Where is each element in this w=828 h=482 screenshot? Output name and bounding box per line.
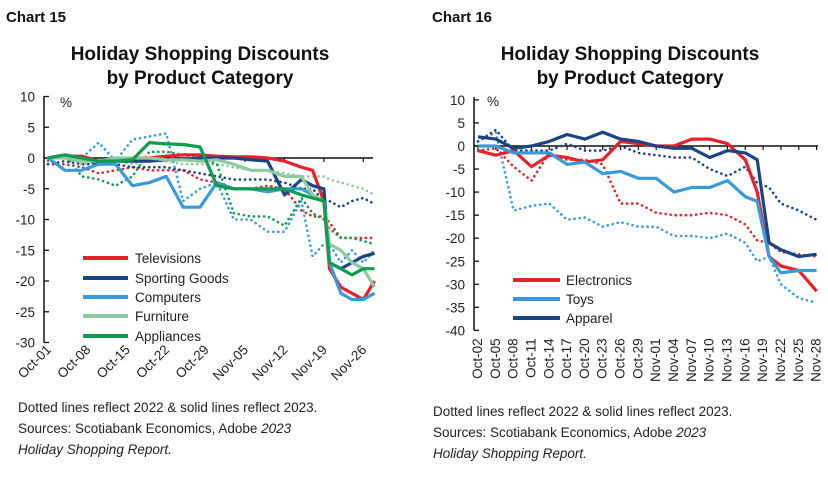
x-tick-label: Oct-15 <box>94 342 133 381</box>
x-tick-label: Oct-08 <box>54 342 93 381</box>
series-2022-electronics <box>476 147 818 258</box>
legend-label: Televisions <box>135 251 201 266</box>
legend-label: Apparel <box>566 311 613 326</box>
y-tick-label: 5 <box>27 120 35 135</box>
chart-title-line2: by Product Category <box>537 68 724 89</box>
series-2023-apparel <box>477 130 817 259</box>
chart-number: Chart 15 <box>6 9 66 26</box>
x-tick-label: Oct-29 <box>173 342 212 381</box>
series-2022-computers <box>46 132 376 264</box>
y-tick-label: -25 <box>15 305 35 320</box>
y-tick-label: -30 <box>445 277 465 292</box>
x-tick-label: Nov-19 <box>755 338 770 382</box>
y-unit-label: % <box>487 94 499 109</box>
x-tick-label: Oct-17 <box>559 338 574 379</box>
x-tick-label: Nov-05 <box>210 342 251 383</box>
x-tick-label: Oct-11 <box>523 338 538 378</box>
footnote-line2: Sources: Scotiabank Economics, Adobe 202… <box>433 425 707 440</box>
y-tick-label: -40 <box>445 323 465 338</box>
y-tick-label: -20 <box>15 274 35 289</box>
chart-16: Chart 16 Holiday Shopping Discounts by P… <box>432 9 824 461</box>
y-tick-label: 10 <box>20 90 35 105</box>
chart-15: Chart 15 Holiday Shopping Discounts by P… <box>6 9 376 457</box>
y-tick-label: -15 <box>15 243 35 258</box>
y-tick-label: 5 <box>457 116 465 131</box>
chart-title-line2: by Product Category <box>107 68 294 89</box>
x-tick-label: Oct-08 <box>506 338 521 379</box>
x-tick-label: Oct-14 <box>541 338 556 379</box>
legend-label: Furniture <box>135 309 189 324</box>
x-tick-label: Nov-13 <box>719 338 734 382</box>
x-tick-label: Nov-12 <box>249 342 290 383</box>
footnote-line3: Holiday Shopping Report. <box>433 446 587 461</box>
series-2023-furniture <box>48 156 376 288</box>
x-tick-label: Nov-22 <box>773 338 788 382</box>
y-tick-label: -15 <box>445 208 465 223</box>
legend-label: Sporting Goods <box>135 271 229 286</box>
chart-title-line1: Holiday Shopping Discounts <box>501 44 760 65</box>
chart-number: Chart 16 <box>432 9 492 26</box>
legend-label: Appliances <box>135 329 201 344</box>
y-tick-label: -30 <box>15 336 35 351</box>
series-2022-apparel <box>476 128 818 222</box>
y-tick-label: -10 <box>15 213 35 228</box>
footnote-line3: Holiday Shopping Report. <box>18 442 172 457</box>
footnote-line2: Sources: Scotiabank Economics, Adobe 202… <box>18 421 292 436</box>
y-tick-label: -35 <box>445 300 465 315</box>
legend-label: Toys <box>566 292 594 307</box>
footnote-line1: Dotted lines reflect 2022 & solid lines … <box>433 404 732 419</box>
x-tick-label: Nov-16 <box>737 338 752 382</box>
x-tick-label: Nov-04 <box>666 338 681 382</box>
x-tick-label: Nov-10 <box>702 338 717 382</box>
y-tick-label: 0 <box>457 139 465 154</box>
x-tick-label: Oct-23 <box>595 338 610 379</box>
y-tick-label: 10 <box>450 93 465 108</box>
x-tick-label: Oct-22 <box>133 342 172 381</box>
x-tick-label: Oct-02 <box>470 338 485 379</box>
x-tick-label: Oct-29 <box>630 338 645 379</box>
y-tick-label: -25 <box>445 254 465 269</box>
series-2022-appliances <box>46 150 376 246</box>
x-tick-label: Oct-20 <box>577 338 592 379</box>
y-tick-label: 0 <box>27 151 35 166</box>
x-tick-label: Nov-07 <box>684 338 699 382</box>
y-tick-label: -10 <box>445 185 465 200</box>
x-tick-label: Oct-05 <box>488 338 503 379</box>
y-tick-label: -20 <box>445 231 465 246</box>
y-unit-label: % <box>60 95 72 110</box>
chart-title-line1: Holiday Shopping Discounts <box>71 44 330 65</box>
x-tick-label: Oct-26 <box>613 338 628 379</box>
series-2023-appliances <box>47 141 375 277</box>
legend-label: Computers <box>135 290 201 305</box>
legend-label: Electronics <box>566 273 632 288</box>
x-tick-label: Nov-25 <box>791 338 806 382</box>
series-2022-toys <box>476 130 818 305</box>
footnote-line1: Dotted lines reflect 2022 & solid lines … <box>18 400 317 415</box>
x-tick-label: Nov-19 <box>289 342 330 383</box>
x-tick-label: Nov-01 <box>648 338 663 382</box>
y-tick-label: -5 <box>453 162 465 177</box>
series-2023-toys <box>478 144 817 275</box>
y-tick-label: -5 <box>23 182 35 197</box>
x-tick-label: Nov-26 <box>328 342 369 383</box>
x-tick-label: Nov-28 <box>809 338 824 382</box>
series-2022-furniture <box>46 153 376 197</box>
